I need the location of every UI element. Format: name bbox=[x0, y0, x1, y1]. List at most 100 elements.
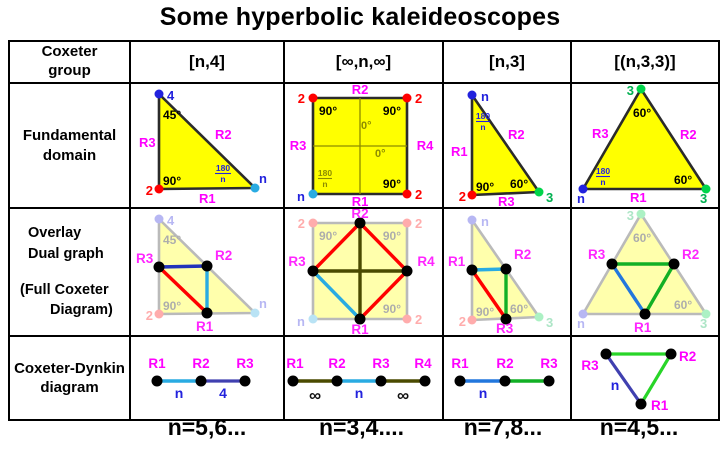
dynkin-header-line2: diagram bbox=[40, 379, 99, 396]
angle-label: 90° bbox=[383, 104, 401, 118]
graph-node bbox=[201, 260, 213, 272]
vertex-label: 3 bbox=[700, 191, 707, 206]
vertex-dot-cyan bbox=[250, 183, 260, 193]
vertex-label: n bbox=[259, 171, 267, 186]
dual-graph-n3-diagram: n 2 3 90° 60° R1 R2 R3 bbox=[448, 214, 553, 334]
dual-graph-n4-diagram: 4 2 n 45° 90° R3 R2 R1 bbox=[136, 213, 267, 334]
dynkin-node bbox=[375, 375, 387, 387]
n-values-n33: n=4,5... bbox=[599, 414, 679, 440]
dynkin-edge-label: ∞ bbox=[397, 386, 409, 405]
graph-edge-red bbox=[311, 221, 362, 273]
dynkin-node-label: R2 bbox=[192, 356, 209, 371]
dynkin-node-label: R3 bbox=[540, 356, 558, 371]
svg-text:3: 3 bbox=[546, 315, 553, 330]
vertex-label: n bbox=[481, 89, 489, 104]
svg-text:90°: 90° bbox=[163, 299, 181, 313]
col-header-inf-n-inf: [∞,n,∞] bbox=[283, 40, 444, 84]
triangle-shape bbox=[157, 92, 257, 191]
dynkin-node bbox=[151, 375, 163, 387]
graph-node-label: R3 bbox=[588, 247, 606, 262]
dual-graph-n33-diagram: 3 n 3 60° 60° R3 R2 R1 bbox=[577, 210, 711, 335]
svg-text:3: 3 bbox=[700, 316, 707, 331]
vertex-dot-blue bbox=[154, 89, 164, 99]
graph-node-label: R1 bbox=[448, 254, 466, 269]
group-label: [n,3] bbox=[489, 52, 525, 71]
group-label: [n,4] bbox=[189, 52, 225, 71]
dynkin-node bbox=[600, 348, 612, 360]
graph-node-label: R2 bbox=[682, 247, 699, 262]
graph-node-label: R2 bbox=[514, 247, 531, 262]
angle-label: 90° bbox=[476, 180, 494, 194]
graph-node-label: R1 bbox=[351, 322, 369, 335]
graph-edge-cyan bbox=[311, 269, 362, 321]
svg-text:90°: 90° bbox=[476, 305, 494, 319]
dynkin-edge-indigo bbox=[604, 353, 643, 405]
vertex-dot-blue bbox=[467, 90, 477, 100]
row-header-dynkin: Coxeter-Dynkin diagram bbox=[8, 335, 131, 421]
edge-label: R3 bbox=[290, 138, 307, 153]
dynkin-cell-inf-n-inf: R1 R2 R3 R4 ∞ n ∞ bbox=[283, 335, 444, 421]
vertex-dot-cyan bbox=[308, 189, 318, 199]
triangle-shape bbox=[470, 93, 541, 197]
fraction-denominator: n bbox=[220, 174, 225, 184]
dynkin-edge-label: 4 bbox=[219, 385, 227, 401]
coxeter-dynkin-n3-diagram: R1 R2 R3 n bbox=[451, 356, 558, 401]
col-header-n33: [(n,3,3)] bbox=[570, 40, 720, 84]
svg-text:2: 2 bbox=[415, 216, 422, 231]
edge-label: R1 bbox=[451, 144, 468, 159]
angle-label: 0° bbox=[375, 148, 386, 160]
fundamental-domain-n33-diagram: 3 n 3 60° 60° 180 n R3 R2 R1 bbox=[577, 85, 711, 206]
graph-edge-green bbox=[643, 263, 676, 315]
dynkin-edge-green bbox=[639, 353, 673, 405]
dynkin-edge-label: n bbox=[175, 385, 184, 401]
col-header-n4: [n,4] bbox=[129, 40, 285, 84]
graph-node bbox=[639, 308, 651, 320]
n-values-n4: n=5,6... bbox=[167, 414, 247, 440]
dynkin-header-line1: Coxeter-Dynkin bbox=[14, 359, 125, 377]
graph-node-label: R4 bbox=[417, 254, 435, 269]
fd-cell-n4: 4 2 n 45° 90° 180 n R3 R2 R1 bbox=[129, 82, 285, 209]
dynkin-node bbox=[287, 375, 299, 387]
fundamental-domain-n4-diagram: 4 2 n 45° 90° 180 n R3 R2 R1 bbox=[139, 88, 267, 206]
dynkin-node-label: R1 bbox=[286, 356, 304, 371]
dynkin-edge-label: n bbox=[355, 385, 364, 401]
graph-node bbox=[153, 261, 165, 273]
svg-text:4: 4 bbox=[167, 213, 175, 228]
fd-cell-n3: n 2 3 180 n 90° 60° R1 R2 R3 bbox=[442, 82, 572, 209]
graph-node bbox=[500, 313, 512, 325]
vertex-dot-red bbox=[308, 93, 318, 103]
fd-header-line1: Fundamental bbox=[22, 127, 117, 144]
angle-label: 60° bbox=[674, 173, 692, 187]
overlay-cell-n33: 3 n 3 60° 60° R3 R2 R1 bbox=[570, 207, 720, 337]
graph-node bbox=[354, 313, 366, 325]
vertex-dot-red bbox=[467, 190, 477, 200]
row-header-fundamental-domain: Fundamental domain bbox=[8, 82, 131, 209]
vertex-label: n bbox=[577, 191, 585, 206]
graph-node-label: R1 bbox=[634, 320, 652, 335]
graph-node-label: R2 bbox=[215, 248, 232, 263]
overlay-cell-n3: n 2 3 90° 60° R1 R2 R3 bbox=[442, 207, 572, 337]
overlay-header-line2: Dual graph bbox=[28, 245, 104, 262]
svg-text:2: 2 bbox=[298, 216, 305, 231]
fraction-numerator: 180 bbox=[476, 111, 490, 121]
vertex-dot-blue bbox=[578, 184, 588, 194]
dynkin-node bbox=[499, 375, 511, 387]
col-header-n3: [n,3] bbox=[442, 40, 572, 84]
fundamental-domain-inf-diagram: 2 2 2 n 90° 90° 90° 0° 0° 180 n R2 R3 R4… bbox=[290, 85, 434, 206]
dynkin-node bbox=[543, 375, 555, 387]
vertex-dot-green bbox=[534, 187, 544, 197]
n-values-n3: n=7,8... bbox=[463, 414, 543, 440]
svg-text:60°: 60° bbox=[674, 298, 692, 312]
angle-label: 60° bbox=[510, 177, 528, 191]
vertex-dot-red bbox=[402, 93, 412, 103]
row-header-coxeter-group: Coxeter group bbox=[8, 40, 131, 84]
fd-header-line2: domain bbox=[42, 146, 97, 164]
graph-edge-red bbox=[358, 221, 409, 273]
angle-label: 90° bbox=[319, 104, 337, 118]
graph-node bbox=[500, 263, 512, 275]
graph-edge-navy bbox=[158, 264, 208, 269]
dynkin-edge-label: n bbox=[479, 385, 488, 401]
dynkin-node bbox=[195, 375, 207, 387]
overlay-cell-inf-n-inf: 2 2 2 n 90° 90° 90° bbox=[283, 207, 444, 337]
